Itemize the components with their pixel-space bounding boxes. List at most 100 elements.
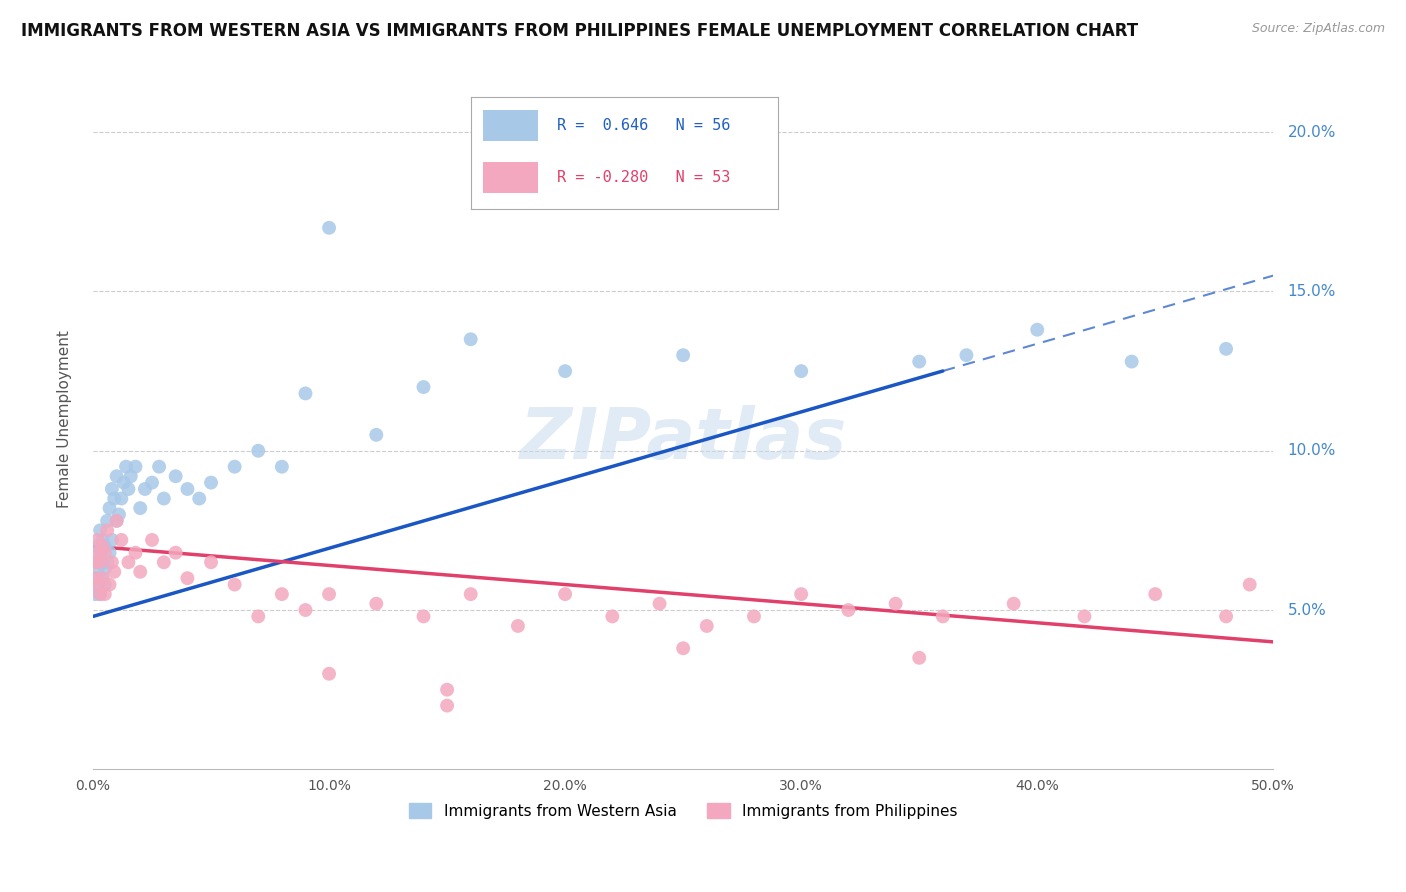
Point bbox=[84, 571, 107, 585]
Point bbox=[436, 698, 458, 713]
Point bbox=[87, 561, 110, 575]
Point bbox=[955, 348, 977, 362]
Point bbox=[105, 514, 128, 528]
Point bbox=[672, 641, 695, 656]
Point bbox=[176, 571, 198, 585]
Point bbox=[318, 666, 340, 681]
Point bbox=[98, 501, 121, 516]
Point bbox=[1002, 597, 1025, 611]
Point bbox=[188, 491, 211, 506]
Point bbox=[672, 348, 695, 362]
Point bbox=[129, 501, 152, 516]
Point bbox=[96, 514, 118, 528]
Point bbox=[89, 555, 111, 569]
Point bbox=[554, 587, 576, 601]
Point bbox=[247, 443, 270, 458]
Point bbox=[294, 386, 316, 401]
Y-axis label: Female Unemployment: Female Unemployment bbox=[58, 330, 72, 508]
Point bbox=[742, 609, 765, 624]
Point bbox=[318, 220, 340, 235]
Point bbox=[506, 619, 529, 633]
Point bbox=[602, 609, 624, 624]
Point bbox=[89, 524, 111, 538]
Point bbox=[89, 587, 111, 601]
Point bbox=[94, 587, 117, 601]
Point bbox=[101, 482, 124, 496]
Point bbox=[1215, 609, 1237, 624]
Text: ZIPatlas: ZIPatlas bbox=[519, 406, 846, 475]
Text: 5.0%: 5.0% bbox=[1288, 602, 1326, 617]
Point bbox=[224, 577, 246, 591]
Point bbox=[94, 539, 117, 553]
Point bbox=[366, 597, 388, 611]
Point bbox=[91, 533, 114, 547]
Point bbox=[84, 587, 107, 601]
Point bbox=[837, 603, 859, 617]
Point bbox=[129, 565, 152, 579]
Point bbox=[908, 650, 931, 665]
Point bbox=[436, 682, 458, 697]
Point bbox=[84, 555, 107, 569]
Point bbox=[1026, 323, 1049, 337]
Point bbox=[153, 491, 176, 506]
Point bbox=[790, 364, 813, 378]
Point bbox=[1215, 342, 1237, 356]
Point bbox=[96, 555, 118, 569]
Point bbox=[87, 577, 110, 591]
Point bbox=[87, 577, 110, 591]
Point bbox=[884, 597, 907, 611]
Point bbox=[908, 354, 931, 368]
Point bbox=[115, 459, 138, 474]
Point bbox=[117, 482, 139, 496]
Point bbox=[294, 603, 316, 617]
Point bbox=[1144, 587, 1167, 601]
Point bbox=[89, 546, 111, 560]
Point bbox=[117, 555, 139, 569]
Point bbox=[224, 459, 246, 474]
Text: 15.0%: 15.0% bbox=[1288, 284, 1336, 299]
Point bbox=[141, 475, 163, 490]
Point bbox=[120, 469, 142, 483]
Point bbox=[89, 587, 111, 601]
Point bbox=[87, 533, 110, 547]
Point bbox=[98, 577, 121, 591]
Text: 20.0%: 20.0% bbox=[1288, 125, 1336, 140]
Point bbox=[460, 332, 482, 346]
Point bbox=[165, 546, 187, 560]
Point bbox=[141, 533, 163, 547]
Point bbox=[460, 587, 482, 601]
Point bbox=[103, 565, 125, 579]
Point bbox=[112, 475, 135, 490]
Point bbox=[366, 427, 388, 442]
Point bbox=[91, 539, 114, 553]
Point bbox=[648, 597, 671, 611]
Point bbox=[110, 491, 132, 506]
Point bbox=[554, 364, 576, 378]
Point bbox=[124, 546, 146, 560]
Point bbox=[200, 555, 222, 569]
Point bbox=[98, 546, 121, 560]
Text: IMMIGRANTS FROM WESTERN ASIA VS IMMIGRANTS FROM PHILIPPINES FEMALE UNEMPLOYMENT : IMMIGRANTS FROM WESTERN ASIA VS IMMIGRAN… bbox=[21, 22, 1139, 40]
Point bbox=[148, 459, 170, 474]
Legend: Immigrants from Western Asia, Immigrants from Philippines: Immigrants from Western Asia, Immigrants… bbox=[402, 797, 965, 825]
Point bbox=[91, 571, 114, 585]
Point bbox=[84, 571, 107, 585]
Point bbox=[134, 482, 156, 496]
Point bbox=[270, 587, 292, 601]
Point bbox=[790, 587, 813, 601]
Point bbox=[153, 555, 176, 569]
Point bbox=[176, 482, 198, 496]
Point bbox=[96, 524, 118, 538]
Point bbox=[1239, 577, 1261, 591]
Point bbox=[94, 577, 117, 591]
Point bbox=[91, 571, 114, 585]
Point bbox=[101, 555, 124, 569]
Point bbox=[412, 609, 434, 624]
Point bbox=[108, 508, 131, 522]
Point bbox=[94, 561, 117, 575]
Point bbox=[101, 533, 124, 547]
Text: Source: ZipAtlas.com: Source: ZipAtlas.com bbox=[1251, 22, 1385, 36]
Point bbox=[200, 475, 222, 490]
Point bbox=[412, 380, 434, 394]
Text: 10.0%: 10.0% bbox=[1288, 443, 1336, 458]
